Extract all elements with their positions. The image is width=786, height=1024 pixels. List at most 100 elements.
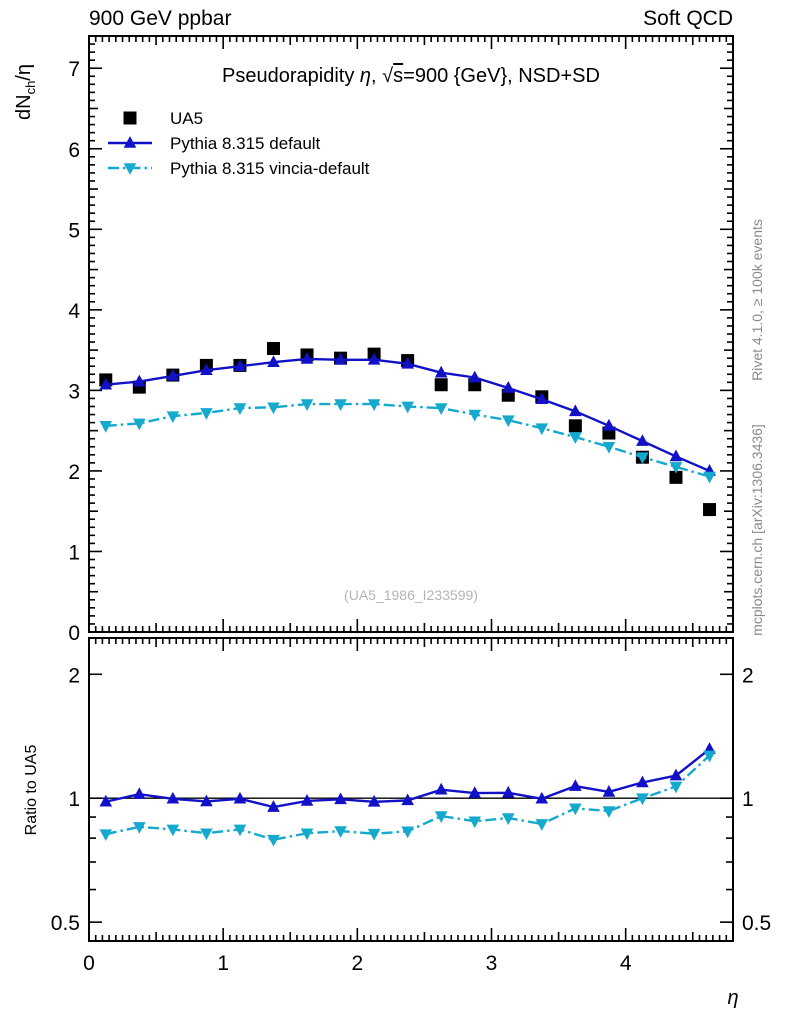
main-data-point-1 — [133, 374, 146, 387]
main-data-point-1 — [99, 377, 113, 390]
dataset-watermark: (UA5_1986_I233599) — [344, 587, 478, 603]
main-data-point-1 — [200, 363, 213, 376]
ratio-data-point-1 — [233, 824, 247, 837]
ratio-y-tick-label-right: 2 — [742, 664, 754, 687]
main-data-point-0 — [568, 419, 582, 433]
legend-marker-0 — [123, 111, 137, 125]
svg-text:Pseudorapidity η, √s=900 {GeV}: Pseudorapidity η, √s=900 {GeV}, NSD+SD — [222, 65, 600, 87]
ratio-y-tick-label: 1 — [68, 788, 80, 811]
ratio-data-point-1 — [334, 826, 347, 839]
x-tick-label: 2 — [351, 952, 363, 975]
main-y-tick-label: 5 — [68, 219, 80, 242]
main-data-point-2 — [300, 399, 314, 411]
header-left: 900 GeV ppbar — [89, 7, 231, 30]
ratio-data-point-1 — [200, 828, 213, 841]
header-right: Soft QCD — [643, 7, 733, 30]
ratio-data-point-0 — [166, 791, 180, 804]
main-data-point-2 — [99, 421, 113, 433]
legend-label-1: Pythia 8.315 default — [170, 134, 321, 153]
main-series-line-2 — [105, 402, 710, 478]
main-data-point-1 — [468, 370, 482, 383]
main-data-point-2 — [267, 402, 280, 415]
ratio-data-point-0 — [334, 792, 347, 805]
main-data-point-2 — [669, 462, 683, 474]
ratio-data-point-0 — [267, 800, 280, 812]
ratio-data-point-1 — [501, 813, 515, 825]
main-y-tick-label: 4 — [68, 300, 80, 323]
main-data-point-0 — [434, 378, 448, 392]
main-data-point-1 — [300, 352, 314, 364]
ratio-data-point-1 — [636, 793, 649, 806]
legend-label-0: UA5 — [170, 109, 203, 128]
main-data-point-1 — [267, 355, 280, 367]
main-data-point-1 — [636, 434, 649, 446]
x-tick-label: 4 — [620, 952, 632, 975]
main-y-tick-label: 3 — [68, 380, 80, 403]
main-data-point-2 — [703, 471, 716, 484]
main-data-point-2 — [636, 452, 649, 465]
main-data-point-2 — [569, 432, 582, 444]
ratio-data-point-1 — [367, 828, 381, 841]
legend: UA5 Pythia 8.315 default Pythia 8.315 vinc… — [108, 109, 370, 178]
main-data-point-1 — [501, 381, 515, 393]
legend-marker-2 — [123, 163, 137, 175]
main-data-point-2 — [334, 399, 347, 411]
ratio-axes-frame — [88, 637, 734, 942]
ratio-data-point-1 — [99, 829, 113, 842]
main-data-point-2 — [200, 408, 213, 420]
ratio-data-point-0 — [200, 794, 213, 807]
main-data-point-2 — [367, 399, 381, 411]
ratio-y-tick-label: 0.5 — [51, 912, 80, 935]
x-axis-label: η — [727, 987, 738, 1009]
ratio-data-point-1 — [535, 819, 549, 831]
ratio-data-point-1 — [401, 826, 414, 839]
x-tick-label: 3 — [486, 952, 498, 975]
main-data-point-0 — [266, 341, 280, 355]
ratio-data-point-0 — [569, 779, 582, 791]
ratio-data-point-0 — [300, 794, 314, 806]
main-panel: 0 1 2 3 4 5 6 7 — [68, 35, 734, 645]
ratio-data-point-0 — [636, 775, 649, 788]
ratio-data-point-0 — [535, 791, 549, 804]
ratio-data-point-0 — [468, 786, 482, 798]
ratio-y-tick-label: 2 — [68, 664, 80, 687]
ratio-y-axis-label: Ratio to UA5 — [23, 745, 40, 836]
ratio-data-point-1 — [602, 806, 616, 818]
main-data-point-1 — [367, 352, 381, 365]
ratio-panel: 0.5 0.5 1 1 2 2 0 1 2 3 4 — [51, 637, 771, 975]
ratio-data-point-0 — [367, 794, 381, 807]
ratio-data-point-1 — [166, 824, 180, 837]
main-data-point-1 — [535, 392, 549, 405]
ratio-data-point-1 — [468, 816, 482, 829]
ratio-data-point-0 — [501, 785, 515, 798]
main-data-point-1 — [602, 418, 616, 431]
main-plot-title: Pseudorapidity η, √s=900 {GeV}, NSD+SD — [222, 65, 600, 87]
ratio-data-point-0 — [602, 785, 616, 797]
main-y-tick-label: 7 — [68, 58, 80, 81]
x-tick-label: 1 — [217, 952, 229, 975]
ratio-data-point-1 — [703, 750, 716, 763]
main-data-point-1 — [334, 352, 347, 365]
main-data-point-1 — [233, 359, 247, 372]
main-y-tick-label: 6 — [68, 139, 80, 162]
main-data-point-1 — [434, 365, 448, 378]
main-data-point-1 — [166, 368, 180, 381]
main-data-point-2 — [166, 411, 180, 424]
legend-marker-1 — [123, 136, 137, 148]
ratio-data-point-1 — [300, 828, 314, 841]
x-tick-label: 0 — [83, 952, 95, 975]
main-data-point-0 — [669, 470, 683, 484]
main-data-point-1 — [669, 449, 683, 462]
main-data-point-2 — [401, 401, 414, 414]
main-data-point-2 — [535, 423, 549, 436]
main-y-tick-label: 2 — [68, 461, 80, 484]
ratio-data-point-0 — [99, 794, 113, 807]
ratio-data-point-1 — [133, 822, 146, 834]
ratio-data-point-0 — [669, 768, 683, 781]
main-data-point-2 — [434, 403, 448, 415]
ratio-data-point-1 — [267, 834, 280, 847]
main-y-tick-label: 1 — [68, 541, 80, 564]
main-data-point-2 — [233, 403, 247, 415]
